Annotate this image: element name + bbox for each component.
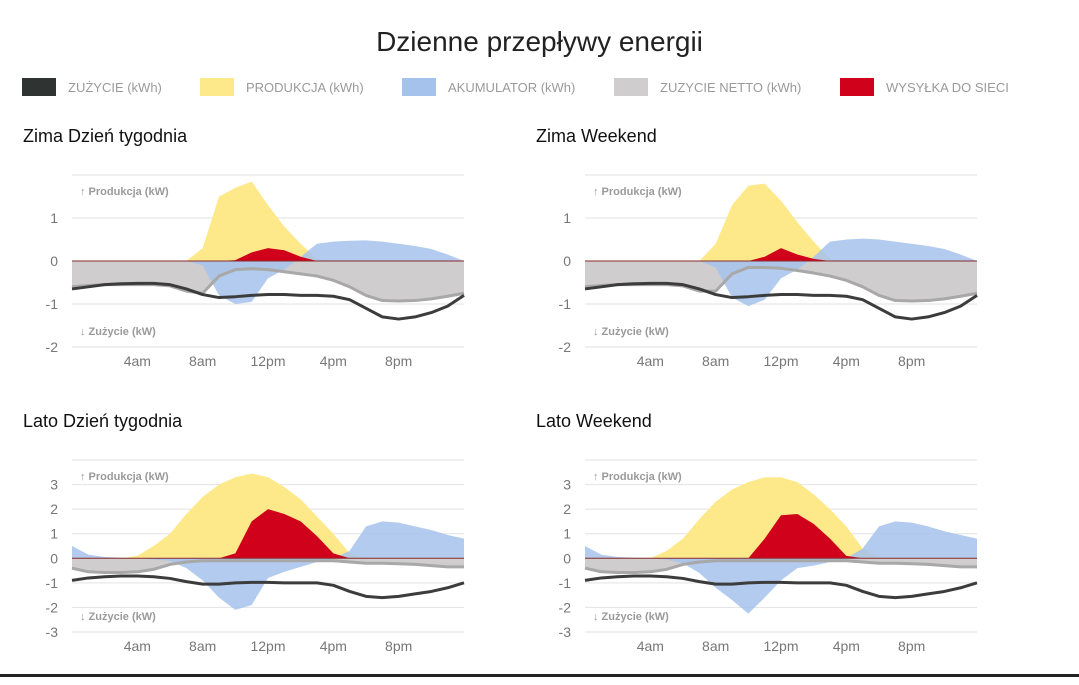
chart-lato-weekend: 3 2 1 0 -1 -2 -3 4am 8am 12pm 4pm 8pm ↑ Produkcja (k… bbox=[513, 450, 1013, 680]
area-wysylka bbox=[585, 514, 977, 559]
y-tick-label: -2 bbox=[46, 339, 59, 355]
chart-svg: 1 0 -1 -2 4am 8am 12pm 4pm 8pm ↑ Produkcja (kW) ↓ … bbox=[46, 174, 465, 369]
chart-svg: 3 2 1 0 -1 -2 -3 4am 8am 12pm 4pm 8pm ↑ Produkcja (k… bbox=[46, 459, 465, 654]
legend-label: PRODUKCJA (kWh) bbox=[246, 79, 364, 95]
y-tick-label: -3 bbox=[559, 624, 572, 640]
line-zuzycie_netto bbox=[71, 559, 464, 575]
x-tick-label: 4am bbox=[124, 353, 151, 369]
line-zuzycie bbox=[584, 574, 978, 600]
up-axis-label: ↑ Produkcja (kW) bbox=[593, 471, 682, 483]
down-axis-label: ↓ Zużycie (kW) bbox=[80, 326, 156, 338]
legend-item-wysylka[interactable]: WYSYŁKA DO SIECI bbox=[840, 78, 1009, 96]
x-tick-label: 8am bbox=[702, 638, 729, 654]
chart-title: Lato Dzień tygodnia bbox=[23, 411, 183, 431]
page-title: Dzienne przepływy energii bbox=[376, 26, 703, 57]
x-tick-label: 4pm bbox=[833, 638, 860, 654]
area-wysylka bbox=[585, 248, 977, 261]
y-tick-label: -2 bbox=[559, 599, 572, 615]
y-tick-label: 2 bbox=[563, 501, 571, 517]
x-tick-label: 8am bbox=[189, 353, 216, 369]
x-tick-label: 8pm bbox=[898, 353, 925, 369]
area-akumulator bbox=[72, 521, 464, 610]
area-akumulator bbox=[585, 238, 977, 307]
x-tick-label: 8pm bbox=[385, 638, 412, 654]
line-zuzycie bbox=[71, 281, 465, 321]
chart-title: Zima Weekend bbox=[536, 126, 657, 146]
x-tick-label: 4pm bbox=[320, 353, 347, 369]
x-tick-label: 8am bbox=[702, 353, 729, 369]
down-axis-label: ↓ Zużycie (kW) bbox=[80, 611, 156, 623]
up-axis-label: ↑ Produkcja (kW) bbox=[80, 471, 169, 483]
chart-zima-dzien-tygodnia: 1 0 -1 -2 4am 8am 12pm 4pm 8pm ↑ Produkcja (kW) ↓ … bbox=[0, 165, 500, 395]
y-tick-label: 1 bbox=[50, 526, 58, 542]
x-tick-label: 12pm bbox=[763, 353, 798, 369]
y-tick-label: 0 bbox=[50, 550, 58, 566]
x-tick-label: 4pm bbox=[833, 353, 860, 369]
y-tick-label: -3 bbox=[46, 624, 59, 640]
legend-swatch bbox=[402, 78, 436, 96]
y-tick-label: 3 bbox=[563, 477, 571, 493]
legend-label: WYSYŁKA DO SIECI bbox=[886, 79, 1009, 95]
y-tick-label: 1 bbox=[563, 210, 571, 226]
legend-swatch bbox=[840, 78, 874, 96]
line-zuzycie_netto bbox=[584, 559, 977, 575]
area-wysylka bbox=[72, 248, 464, 261]
legend-label: ZUZYCIE NETTO (kWh) bbox=[660, 79, 802, 95]
legend-swatch bbox=[22, 78, 56, 96]
y-tick-label: 1 bbox=[563, 526, 571, 542]
area-zuzycie_netto bbox=[72, 261, 464, 301]
area-akumulator bbox=[72, 240, 464, 304]
x-tick-label: 12pm bbox=[250, 353, 285, 369]
x-tick-label: 4am bbox=[124, 638, 151, 654]
chart-lato-dzien-tygodnia: 3 2 1 0 -1 -2 -3 4am 8am 12pm 4pm 8pm ↑ Produkcja (k… bbox=[0, 450, 500, 680]
area-produkcja bbox=[585, 183, 977, 261]
area-produkcja bbox=[72, 181, 464, 261]
legend-item-zuzycie[interactable]: ZUŻYCIE (kWh) bbox=[22, 78, 162, 96]
down-axis-label: ↓ Zużycie (kW) bbox=[593, 326, 669, 338]
chart-title: Zima Dzień tygodnia bbox=[23, 126, 188, 146]
y-tick-label: 0 bbox=[563, 253, 571, 269]
legend-item-produkcja[interactable]: PRODUKCJA (kWh) bbox=[200, 78, 364, 96]
up-axis-label: ↑ Produkcja (kW) bbox=[80, 186, 169, 198]
area-zuzycie_netto bbox=[585, 261, 977, 301]
y-tick-label: 2 bbox=[50, 501, 58, 517]
y-tick-label: -1 bbox=[46, 296, 59, 312]
y-tick-label: -1 bbox=[46, 575, 59, 591]
y-tick-label: 0 bbox=[563, 550, 571, 566]
x-tick-label: 12pm bbox=[250, 638, 285, 654]
x-tick-label: 12pm bbox=[763, 638, 798, 654]
legend-item-zuzycie-netto[interactable]: ZUZYCIE NETTO (kWh) bbox=[614, 78, 801, 96]
y-tick-label: -1 bbox=[559, 575, 572, 591]
area-wysylka bbox=[72, 509, 464, 559]
down-axis-label: ↓ Zużycie (kW) bbox=[593, 611, 669, 623]
x-tick-label: 4am bbox=[637, 638, 664, 654]
legend-label: AKUMULATOR (kWh) bbox=[448, 79, 576, 95]
chart-svg: 1 0 -1 -2 4am 8am 12pm 4pm 8pm ↑ Produkcja (kW) ↓ … bbox=[559, 174, 978, 369]
area-akumulator bbox=[585, 521, 977, 614]
x-tick-label: 4pm bbox=[320, 638, 347, 654]
y-tick-label: -2 bbox=[46, 599, 59, 615]
y-tick-label: -2 bbox=[559, 339, 572, 355]
x-tick-label: 8am bbox=[189, 638, 216, 654]
chart-svg: 3 2 1 0 -1 -2 -3 4am 8am 12pm 4pm 8pm ↑ Produkcja (k… bbox=[559, 459, 978, 654]
legend-label: ZUŻYCIE (kWh) bbox=[68, 79, 162, 95]
x-tick-label: 4am bbox=[637, 353, 664, 369]
y-tick-label: 3 bbox=[50, 477, 58, 493]
legend-swatch bbox=[200, 78, 234, 96]
y-tick-label: 1 bbox=[50, 210, 58, 226]
bottom-border bbox=[0, 674, 1079, 677]
line-zuzycie bbox=[584, 281, 978, 321]
up-axis-label: ↑ Produkcja (kW) bbox=[593, 186, 682, 198]
line-zuzycie bbox=[71, 574, 465, 600]
y-tick-label: -1 bbox=[559, 296, 572, 312]
y-tick-label: 0 bbox=[50, 253, 58, 269]
x-tick-label: 8pm bbox=[385, 353, 412, 369]
legend-item-akumulator[interactable]: AKUMULATOR (kWh) bbox=[402, 78, 575, 96]
x-tick-label: 8pm bbox=[898, 638, 925, 654]
chart-zima-weekend: 1 0 -1 -2 4am 8am 12pm 4pm 8pm ↑ Produkcja (kW) ↓ … bbox=[513, 165, 1013, 395]
legend-swatch bbox=[614, 78, 648, 96]
chart-title: Lato Weekend bbox=[536, 411, 652, 431]
